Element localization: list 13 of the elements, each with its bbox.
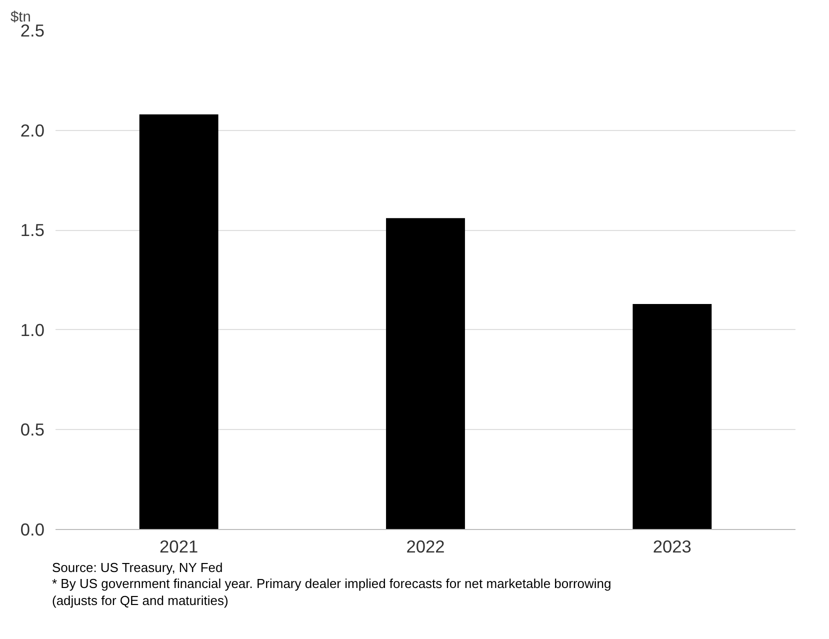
text: * By US government financial year. Primary dealer implied forecasts for net marketable borrowing (adjusts for QE and maturities) [52,576,612,609]
bar [139,114,218,530]
y-tick-label: 2.0 [20,120,45,140]
bar [632,304,712,530]
x-tick-label: 2022 [406,536,445,556]
y-tick-label: 1.5 [20,220,45,240]
x-tick-label: 2021 [160,536,198,556]
source-note: Source: US Treasury, NY Fed [52,560,224,576]
y-tick-label: 1.0 [20,320,45,340]
x-tick-label: 2023 [652,536,692,556]
bar [386,218,465,530]
y-tick-label: 0.0 [20,520,45,540]
y-tick-label: 0.5 [20,420,45,440]
